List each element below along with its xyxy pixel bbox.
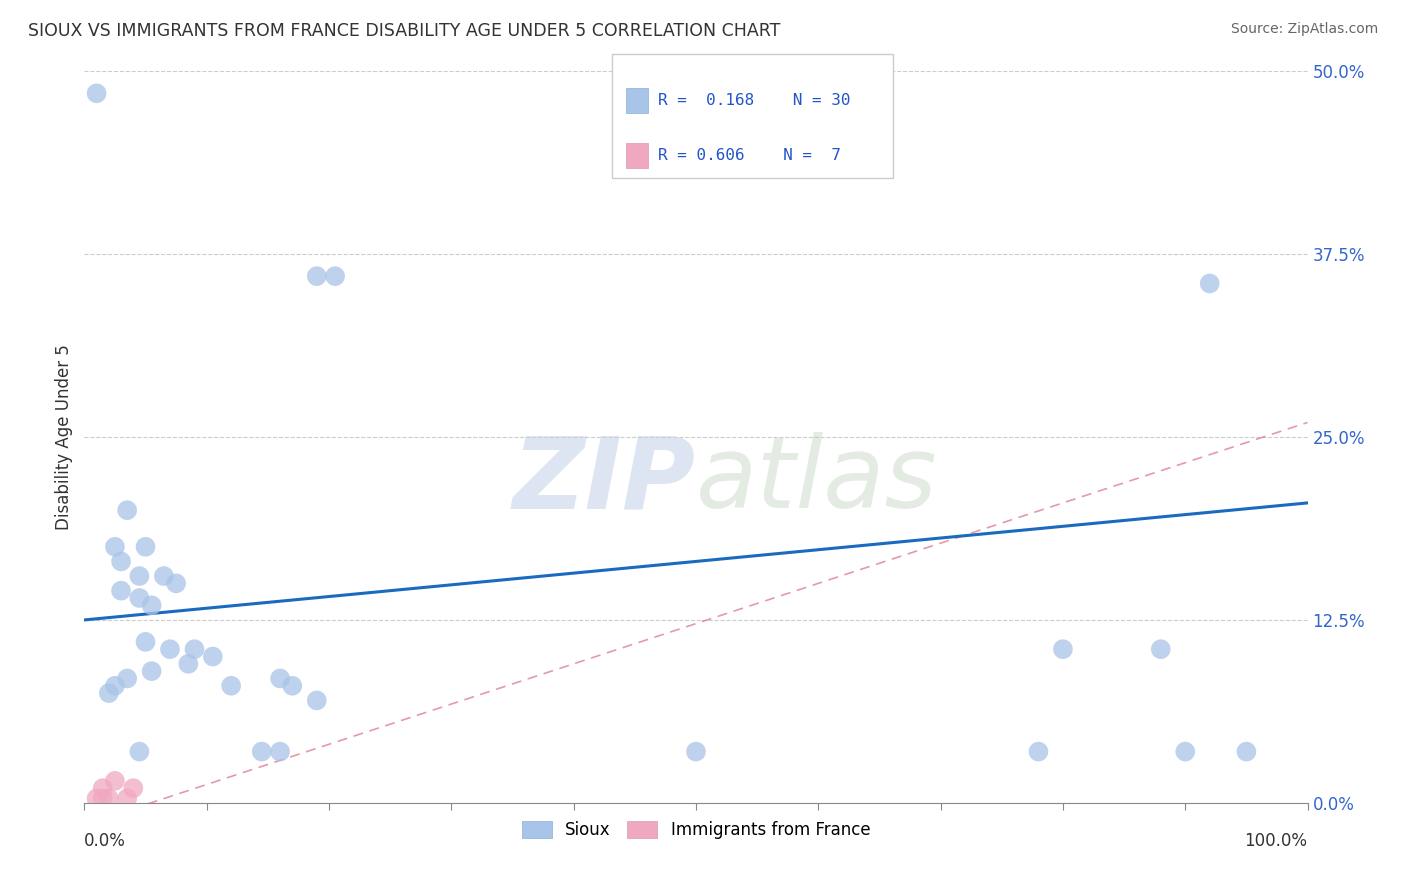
Point: [219, 679, 242, 693]
Point: [115, 503, 138, 517]
Point: [97, 791, 120, 805]
Point: [122, 781, 145, 796]
Text: 100.0%: 100.0%: [1244, 832, 1308, 850]
Point: [104, 540, 127, 554]
Point: [128, 569, 150, 583]
Point: [86, 791, 108, 805]
Point: [153, 569, 176, 583]
Point: [1052, 642, 1074, 657]
Point: [97, 686, 120, 700]
Point: [91, 781, 114, 796]
Point: [685, 745, 707, 759]
Point: [128, 745, 150, 759]
Point: [305, 269, 328, 284]
Legend: Sioux, Immigrants from France: Sioux, Immigrants from France: [515, 814, 877, 846]
Point: [1174, 745, 1197, 759]
Point: [1150, 642, 1173, 657]
Point: [269, 745, 291, 759]
Point: [183, 642, 205, 657]
Point: [305, 693, 328, 707]
Point: [110, 554, 132, 568]
Point: [128, 591, 150, 605]
Point: [115, 672, 138, 686]
Point: [201, 649, 224, 664]
Point: [104, 773, 127, 788]
Text: ZIP: ZIP: [513, 433, 696, 530]
Point: [1198, 277, 1220, 291]
Point: [177, 657, 200, 671]
Point: [250, 745, 273, 759]
Text: R = 0.606    N =  7: R = 0.606 N = 7: [658, 148, 841, 163]
Point: [159, 642, 181, 657]
Text: atlas: atlas: [696, 433, 938, 530]
Y-axis label: Disability Age Under 5: Disability Age Under 5: [55, 344, 73, 530]
Point: [91, 791, 114, 805]
Point: [323, 269, 346, 284]
Text: 0.0%: 0.0%: [84, 832, 127, 850]
Point: [141, 664, 163, 678]
Point: [269, 672, 291, 686]
Point: [1236, 745, 1258, 759]
Text: Source: ZipAtlas.com: Source: ZipAtlas.com: [1230, 22, 1378, 37]
Point: [104, 679, 127, 693]
Point: [281, 679, 304, 693]
Point: [115, 791, 138, 805]
Text: R =  0.168    N = 30: R = 0.168 N = 30: [658, 94, 851, 109]
Point: [141, 599, 163, 613]
Point: [135, 635, 157, 649]
Point: [1028, 745, 1050, 759]
Point: [165, 576, 187, 591]
Point: [86, 87, 108, 101]
Point: [135, 540, 157, 554]
Point: [110, 583, 132, 598]
Text: SIOUX VS IMMIGRANTS FROM FRANCE DISABILITY AGE UNDER 5 CORRELATION CHART: SIOUX VS IMMIGRANTS FROM FRANCE DISABILI…: [28, 22, 780, 40]
